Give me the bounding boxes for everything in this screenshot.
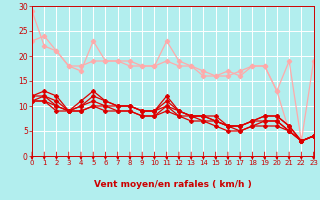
- X-axis label: Vent moyen/en rafales ( km/h ): Vent moyen/en rafales ( km/h ): [94, 180, 252, 189]
